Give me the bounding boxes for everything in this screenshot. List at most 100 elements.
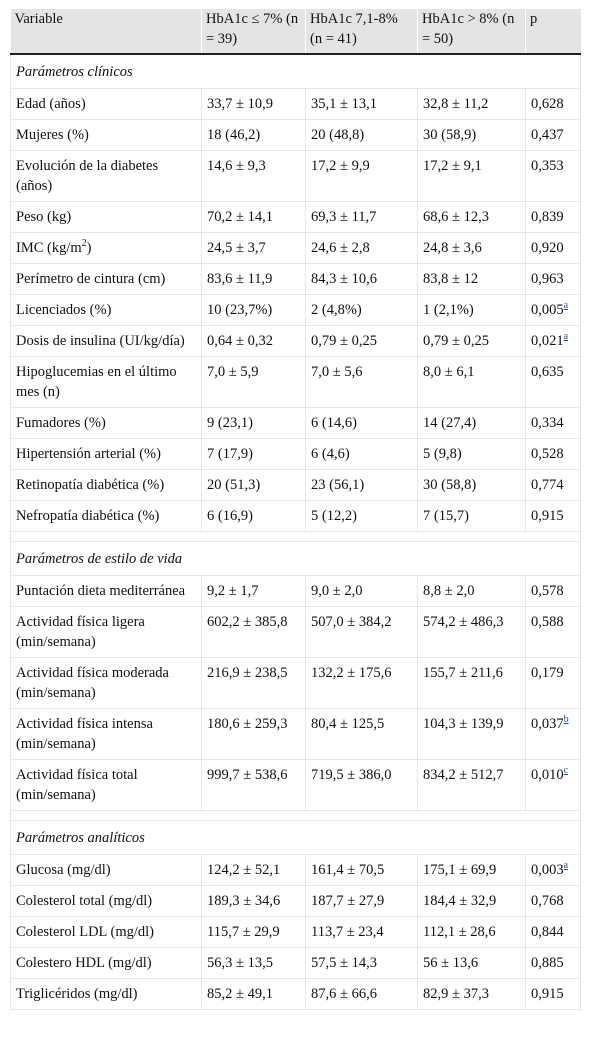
row-label-cell: Evolución de la diabetes (años) bbox=[10, 150, 202, 202]
p-value: 0,437 bbox=[531, 127, 564, 143]
p-value: 0,915 bbox=[531, 508, 564, 524]
table-row: Edad (años) 33,7 ± 10,9 35,1 ± 13,1 32,8 ± … bbox=[10, 88, 581, 120]
value-cell-group-1: 999,7 ± 538,6 bbox=[201, 759, 306, 811]
p-value-cell: 0,179 bbox=[525, 657, 581, 709]
row-label-cell: Actividad física ligera (min/semana) bbox=[10, 606, 202, 658]
value-cell-group-2: 69,3 ± 11,7 bbox=[305, 201, 418, 233]
value-cell-group-2: 0,79 ± 0,25 bbox=[305, 325, 418, 357]
row-label: Peso (kg) bbox=[16, 209, 72, 225]
p-value-cell: 0,963 bbox=[525, 263, 581, 295]
value-cell-group-2: 187,7 ± 27,9 bbox=[305, 885, 418, 917]
row-label: Mujeres (%) bbox=[16, 127, 89, 143]
value-cell-group-2: 84,3 ± 10,6 bbox=[305, 263, 418, 295]
section-spacer bbox=[10, 810, 581, 821]
p-value: 0,179 bbox=[531, 665, 564, 681]
row-label: Retinopatía diabética (%) bbox=[16, 477, 165, 493]
p-value: 0,005 bbox=[531, 302, 564, 318]
row-label: Actividad física ligera (min/semana) bbox=[16, 614, 145, 650]
value-cell-group-1: 9 (23,1) bbox=[201, 407, 306, 439]
p-value: 0,021 bbox=[531, 333, 564, 349]
p-value-cell: 0,635 bbox=[525, 356, 581, 408]
row-label-cell: Actividad física intensa (min/semana) bbox=[10, 708, 202, 760]
value-cell-group-1: 0,64 ± 0,32 bbox=[201, 325, 306, 357]
row-label: Colesterol LDL (mg/dl) bbox=[16, 924, 154, 940]
value-cell-group-1: 56,3 ± 13,5 bbox=[201, 947, 306, 979]
value-cell-group-1: 33,7 ± 10,9 bbox=[201, 88, 306, 120]
value-cell-group-3: 184,4 ± 32,9 bbox=[417, 885, 526, 917]
value-cell-group-1: 216,9 ± 238,5 bbox=[201, 657, 306, 709]
value-cell-group-3: 8,8 ± 2,0 bbox=[417, 575, 526, 607]
p-value: 0,528 bbox=[531, 446, 564, 462]
row-label: Puntación dieta mediterránea bbox=[16, 583, 186, 599]
p-value: 0,003 bbox=[531, 862, 564, 878]
section-title: Parámetros de estilo de vida bbox=[10, 541, 581, 576]
row-label: Colesterol total (mg/dl) bbox=[16, 893, 153, 909]
value-cell-group-2: 719,5 ± 386,0 bbox=[305, 759, 418, 811]
table-row: Evolución de la diabetes (años) 14,6 ± 9,… bbox=[10, 150, 581, 202]
p-value-cell: 0,839 bbox=[525, 201, 581, 233]
value-cell-group-3: 83,8 ± 12 bbox=[417, 263, 526, 295]
header-hba1c-mid: HbA1c 7,1-8% (n = 41) bbox=[305, 9, 418, 55]
value-cell-group-2: 23 (56,1) bbox=[305, 469, 418, 501]
value-cell-group-1: 18 (46,2) bbox=[201, 119, 306, 151]
value-cell-group-3: 155,7 ± 211,6 bbox=[417, 657, 526, 709]
section-heading-row: Parámetros clínicos bbox=[10, 54, 581, 89]
p-value: 0,635 bbox=[531, 364, 564, 380]
footnote-link[interactable]: a bbox=[563, 860, 569, 872]
footnote-link[interactable]: a bbox=[563, 300, 569, 312]
value-cell-group-2: 507,0 ± 384,2 bbox=[305, 606, 418, 658]
p-value-cell: 0,588 bbox=[525, 606, 581, 658]
row-label-cell: Dosis de insulina (UI/kg/día) bbox=[10, 325, 202, 357]
footnote-link[interactable]: a bbox=[563, 331, 569, 343]
value-cell-group-1: 24,5 ± 3,7 bbox=[201, 232, 306, 264]
table-row: Nefropatía diabética (%) 6 (16,9) 5 (12,2)… bbox=[10, 500, 581, 532]
section-title: Parámetros clínicos bbox=[10, 54, 581, 89]
header-hba1c-high: HbA1c > 8% (n = 50) bbox=[417, 9, 526, 55]
value-cell-group-3: 834,2 ± 512,7 bbox=[417, 759, 526, 811]
row-label-cell: Actividad física total (min/semana) bbox=[10, 759, 202, 811]
p-value-cell: 0,334 bbox=[525, 407, 581, 439]
section-heading-row: Parámetros de estilo de vida bbox=[10, 541, 581, 576]
value-cell-group-2: 9,0 ± 2,0 bbox=[305, 575, 418, 607]
table-row: Actividad física moderada (min/semana) 21… bbox=[10, 657, 581, 709]
value-cell-group-1: 20 (51,3) bbox=[201, 469, 306, 501]
p-value: 0,334 bbox=[531, 415, 564, 431]
value-cell-group-3: 574,2 ± 486,3 bbox=[417, 606, 526, 658]
table-row: Triglicéridos (mg/dl) 85,2 ± 49,1 87,6 ± 6… bbox=[10, 978, 581, 1010]
p-value-cell: 0,885 bbox=[525, 947, 581, 979]
row-label-cell: Colestero HDL (mg/dl) bbox=[10, 947, 202, 979]
value-cell-group-1: 602,2 ± 385,8 bbox=[201, 606, 306, 658]
p-value-cell: 0,768 bbox=[525, 885, 581, 917]
row-label-cell: Actividad física moderada (min/semana) bbox=[10, 657, 202, 709]
row-label-cell: Retinopatía diabética (%) bbox=[10, 469, 202, 501]
value-cell-group-3: 82,9 ± 37,3 bbox=[417, 978, 526, 1010]
table-row: Perímetro de cintura (cm) 83,6 ± 11,9 84,3… bbox=[10, 263, 581, 295]
value-cell-group-2: 80,4 ± 125,5 bbox=[305, 708, 418, 760]
p-value-cell: 0,920 bbox=[525, 232, 581, 264]
row-label: Triglicéridos (mg/dl) bbox=[16, 986, 138, 1002]
value-cell-group-1: 124,2 ± 52,1 bbox=[201, 854, 306, 886]
row-label: Actividad física total (min/semana) bbox=[16, 767, 138, 803]
table-row: Fumadores (%) 9 (23,1) 6 (14,6) 14 (27,4) 0,… bbox=[10, 407, 581, 439]
row-label-cell: Edad (años) bbox=[10, 88, 202, 120]
value-cell-group-2: 161,4 ± 70,5 bbox=[305, 854, 418, 886]
value-cell-group-2: 24,6 ± 2,8 bbox=[305, 232, 418, 264]
p-value: 0,920 bbox=[531, 240, 564, 256]
value-cell-group-3: 32,8 ± 11,2 bbox=[417, 88, 526, 120]
row-label-cell: Triglicéridos (mg/dl) bbox=[10, 978, 202, 1010]
value-cell-group-3: 7 (15,7) bbox=[417, 500, 526, 532]
table-row: Colestero HDL (mg/dl) 56,3 ± 13,5 57,5 ± 1… bbox=[10, 947, 581, 979]
spacer-cell bbox=[10, 810, 581, 821]
value-cell-group-1: 10 (23,7%) bbox=[201, 294, 306, 326]
footnote-link[interactable]: c bbox=[563, 765, 569, 777]
row-label: Fumadores (%) bbox=[16, 415, 106, 431]
row-label-cell: Colesterol LDL (mg/dl) bbox=[10, 916, 202, 948]
row-label: Dosis de insulina (UI/kg/día) bbox=[16, 333, 185, 349]
footnote-link[interactable]: b bbox=[563, 714, 569, 726]
p-value-cell: 0,915 bbox=[525, 500, 581, 532]
p-value-cell: 0,844 bbox=[525, 916, 581, 948]
value-cell-group-2: 132,2 ± 175,6 bbox=[305, 657, 418, 709]
row-label-cell: Colesterol total (mg/dl) bbox=[10, 885, 202, 917]
p-value: 0,963 bbox=[531, 271, 564, 287]
value-cell-group-2: 57,5 ± 14,3 bbox=[305, 947, 418, 979]
